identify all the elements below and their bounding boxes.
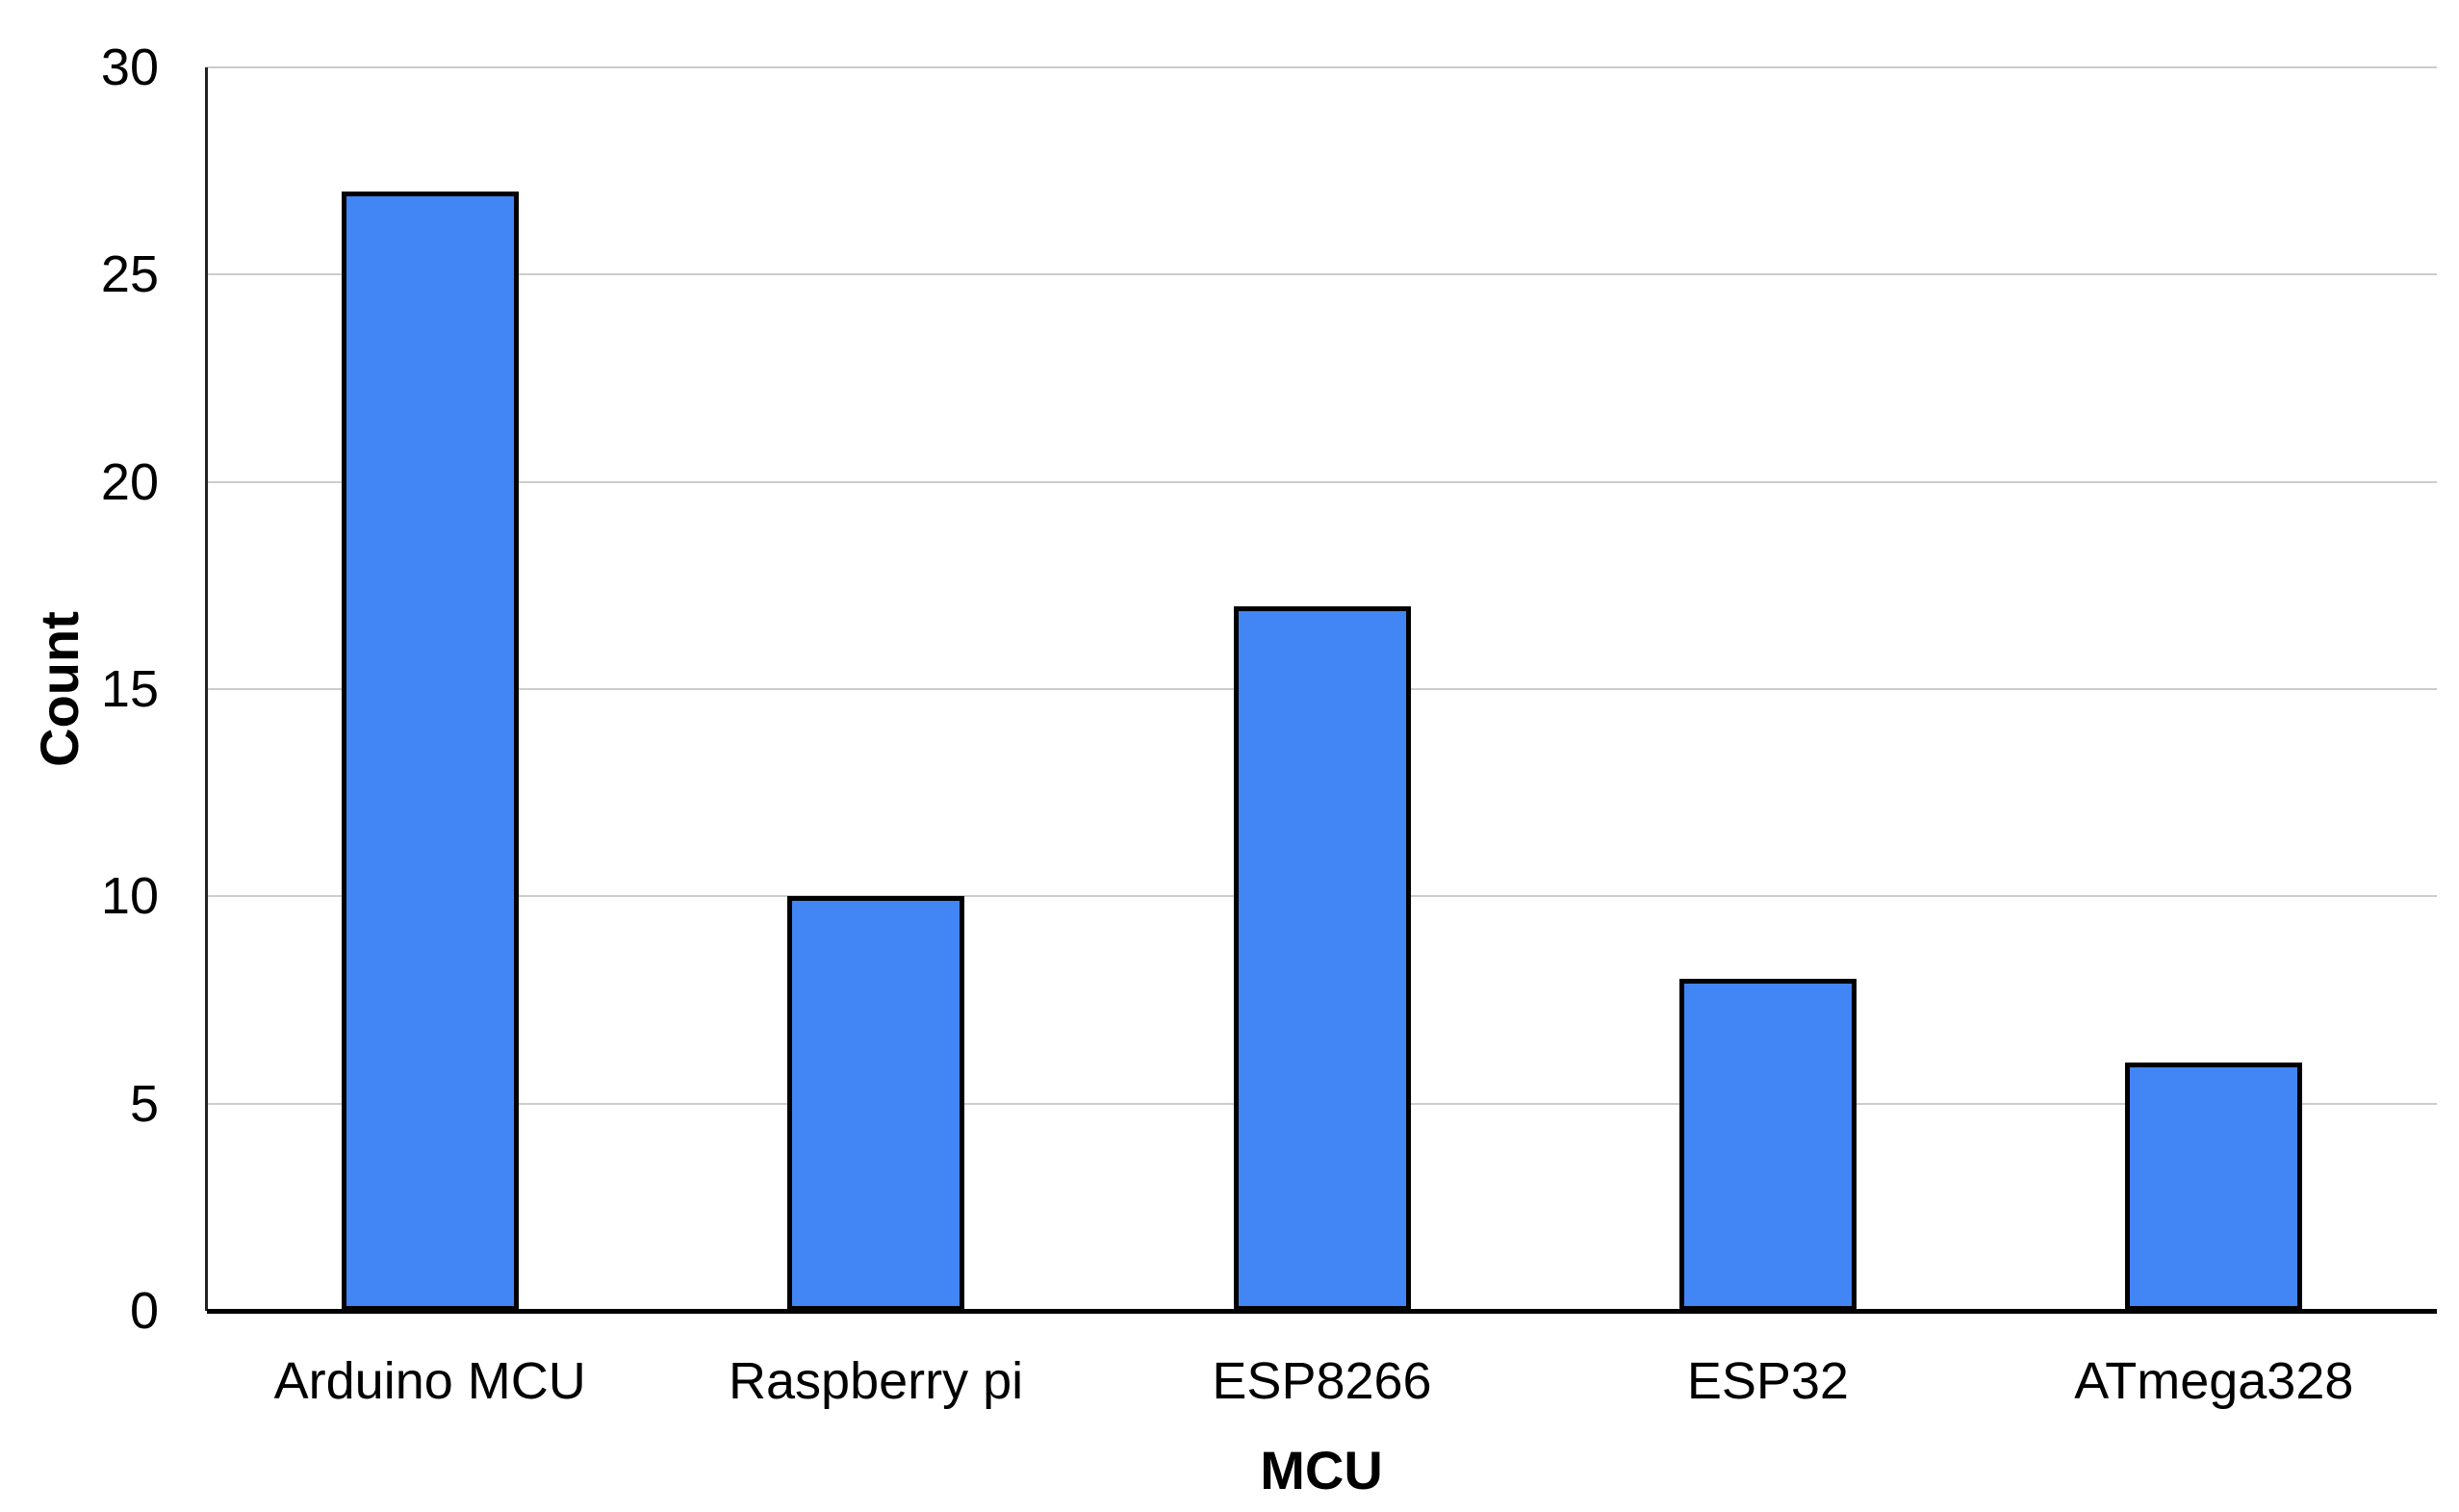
y-tick-label: 30 [100,38,159,96]
bar [1233,605,1411,1311]
x-category-label: ATmega328 [2074,1352,2354,1410]
y-tick-label: 15 [100,660,159,718]
gridline [207,480,2437,483]
x-category-label: Raspberry pi [729,1352,1024,1410]
bar [341,192,519,1311]
x-axis-title: MCU [1260,1440,1383,1500]
y-tick-label: 20 [100,452,159,511]
gridline [207,273,2437,276]
bar [1678,979,1857,1311]
y-axis-line [205,67,208,1311]
bar [787,896,965,1311]
y-tick-label: 10 [100,867,159,926]
y-tick-label: 5 [129,1074,159,1133]
bar [2125,1062,2303,1311]
gridline [207,66,2437,68]
x-category-label: ESP32 [1686,1352,1849,1410]
x-axis-line [207,1309,2437,1314]
x-category-label: ESP8266 [1212,1352,1432,1410]
y-tick-label: 25 [100,245,159,304]
x-category-label: Arduino MCU [273,1352,586,1410]
y-axis-title: Count [29,611,90,767]
y-tick-label: 0 [129,1282,159,1340]
